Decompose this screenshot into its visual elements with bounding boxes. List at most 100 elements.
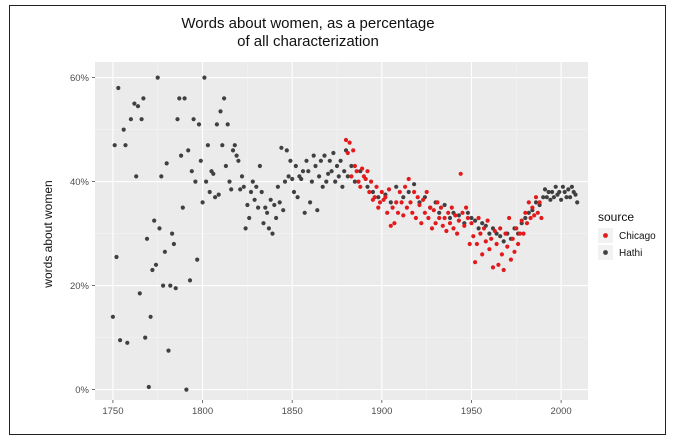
point-chicago [376, 205, 381, 210]
point-chicago [401, 213, 406, 218]
point-chicago [503, 231, 508, 236]
point-chicago [474, 241, 479, 247]
point-chicago [480, 252, 485, 257]
point-hathi [370, 189, 375, 195]
point-hathi [284, 148, 289, 153]
point-chicago [403, 184, 408, 189]
point-hathi [247, 215, 252, 221]
point-chicago [524, 221, 530, 226]
point-hathi [137, 291, 142, 296]
point-hathi [562, 189, 567, 195]
point-hathi [309, 179, 314, 184]
point-chicago [510, 236, 515, 241]
point-chicago [512, 249, 517, 254]
point-chicago [442, 215, 447, 221]
point-hathi [139, 117, 144, 122]
point-hathi [313, 163, 318, 169]
point-hathi [338, 158, 343, 163]
point-chicago [367, 189, 372, 195]
point-hathi [324, 179, 329, 184]
point-hathi [394, 184, 399, 189]
point-chicago [490, 265, 496, 270]
point-hathi [248, 189, 254, 195]
point-hathi [116, 85, 121, 91]
point-hathi [476, 226, 481, 231]
point-chicago [465, 215, 470, 221]
point-hathi [175, 117, 180, 122]
point-hathi [447, 215, 453, 221]
point-chicago [455, 231, 460, 236]
point-chicago [532, 213, 537, 218]
point-hathi [553, 184, 558, 189]
point-chicago [386, 187, 392, 192]
point-hathi [128, 117, 133, 122]
point-chicago [537, 200, 542, 205]
point-hathi [152, 218, 157, 223]
point-chicago [516, 241, 521, 247]
point-hathi [275, 184, 280, 189]
point-hathi [211, 171, 216, 176]
point-chicago [424, 189, 429, 195]
point-chicago [526, 200, 531, 205]
point-hathi [311, 153, 316, 158]
point-hathi [542, 187, 548, 192]
point-hathi [322, 153, 327, 158]
point-hathi [141, 96, 146, 101]
point-hathi [202, 75, 207, 80]
point-hathi [254, 184, 259, 189]
point-hathi [326, 171, 331, 176]
point-hathi [317, 174, 322, 179]
point-hathi [114, 254, 119, 260]
point-chicago [437, 215, 442, 221]
point-chicago [369, 179, 374, 184]
point-hathi [225, 122, 230, 127]
major-gridlines [95, 62, 588, 400]
x-tick-label: 1800 [192, 406, 213, 417]
point-hathi [318, 158, 323, 163]
point-hathi [250, 179, 255, 184]
point-hathi [186, 148, 191, 153]
point-hathi [333, 179, 338, 184]
point-hathi [352, 179, 357, 184]
point-chicago [415, 195, 420, 200]
point-hathi [157, 226, 162, 231]
point-hathi [159, 174, 164, 179]
point-hathi [189, 169, 194, 174]
point-hathi [541, 195, 546, 200]
point-hathi [196, 122, 202, 127]
point-hathi [566, 187, 571, 192]
point-hathi [388, 200, 393, 205]
point-hathi [123, 143, 128, 148]
y-axis-title: words about women [41, 180, 55, 288]
point-hathi [401, 195, 406, 200]
point-hathi [557, 189, 562, 195]
legend: source Chicago Hathi [598, 210, 656, 260]
point-hathi [568, 195, 573, 200]
point-hathi [238, 187, 243, 192]
point-hathi [184, 387, 189, 392]
chicago-points [343, 137, 544, 273]
point-chicago [473, 260, 478, 265]
y-tick-label: 60% [70, 73, 90, 84]
point-hathi [334, 163, 340, 169]
point-chicago [428, 205, 433, 210]
point-chicago [530, 205, 535, 210]
point-chicago [499, 252, 504, 257]
point-hathi [204, 179, 209, 184]
point-hathi [308, 200, 313, 205]
point-chicago [385, 210, 390, 215]
point-chicago [498, 226, 503, 231]
point-hathi [304, 158, 309, 163]
point-hathi [191, 117, 196, 122]
point-hathi [559, 197, 564, 202]
point-hathi [227, 179, 232, 184]
point-chicago [449, 205, 454, 210]
point-chicago [363, 176, 368, 182]
point-hathi [533, 200, 539, 205]
point-hathi [121, 127, 126, 132]
point-chicago [467, 241, 472, 247]
point-chicago [406, 176, 411, 182]
point-hathi [412, 182, 417, 187]
point-hathi [166, 348, 171, 353]
point-chicago [508, 257, 513, 262]
